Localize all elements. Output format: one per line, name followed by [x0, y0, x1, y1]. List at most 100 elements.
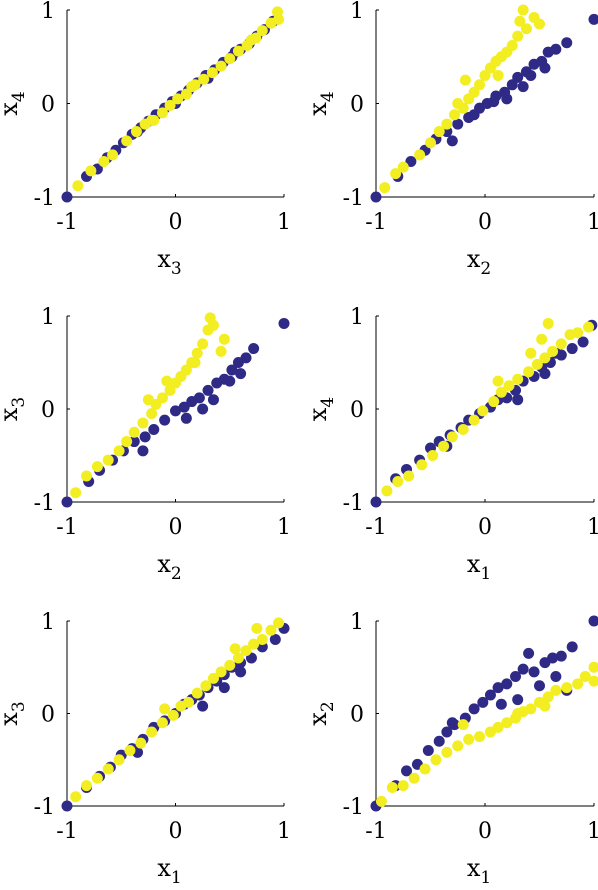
- data-point: [534, 680, 545, 692]
- data-point: [520, 23, 532, 35]
- data-point: [218, 333, 230, 345]
- data-point: [397, 780, 409, 792]
- data-point: [172, 93, 184, 105]
- data-point: [379, 182, 391, 194]
- data-point: [441, 726, 453, 738]
- data-point: [386, 782, 398, 793]
- data-point: [441, 746, 453, 758]
- data-point: [159, 414, 171, 426]
- data-point: [207, 672, 219, 684]
- data-point: [148, 423, 160, 435]
- data-point: [156, 107, 168, 119]
- data-point: [271, 6, 283, 18]
- x-tick-label: 1: [587, 515, 598, 540]
- data-point: [139, 431, 151, 443]
- scatter-panel-3: -1 0 1 -1 0 1 x2 x3: [0, 305, 291, 584]
- data-point: [128, 426, 140, 438]
- y-tick-label: 0: [350, 93, 364, 118]
- y-tick-label: 1: [350, 305, 364, 330]
- data-point: [235, 368, 247, 380]
- data-point: [128, 436, 140, 448]
- series-1: [370, 13, 598, 203]
- data-point: [474, 731, 486, 743]
- x-tick-label: -1: [56, 515, 77, 540]
- y-tick-label: -1: [34, 186, 55, 211]
- data-point: [278, 317, 290, 329]
- data-point: [375, 795, 387, 807]
- data-point: [81, 780, 93, 792]
- data-point: [146, 726, 158, 738]
- data-point: [232, 652, 244, 664]
- x-tick-label: 1: [277, 819, 291, 844]
- data-point: [561, 682, 573, 694]
- data-point: [572, 327, 584, 339]
- data-point: [207, 319, 219, 331]
- data-point: [547, 652, 559, 664]
- data-point: [191, 687, 203, 699]
- data-point: [240, 645, 252, 657]
- data-point: [232, 45, 244, 57]
- series-2: [381, 317, 595, 497]
- data-point: [566, 343, 578, 355]
- data-point: [401, 765, 413, 777]
- x-tick-label: -1: [365, 515, 386, 540]
- data-point: [501, 717, 513, 729]
- data-point: [452, 740, 464, 752]
- x-tick-label: 0: [169, 210, 183, 235]
- data-point: [102, 454, 114, 466]
- data-point: [273, 617, 285, 629]
- data-point: [422, 745, 434, 756]
- data-point: [121, 436, 133, 448]
- data-point: [124, 745, 136, 756]
- data-point: [183, 696, 195, 708]
- data-point: [269, 634, 281, 645]
- data-point: [542, 691, 554, 703]
- data-point: [81, 470, 93, 482]
- y-tick-label: 0: [41, 703, 55, 728]
- data-point: [534, 18, 545, 30]
- data-point: [215, 666, 227, 678]
- data-point: [390, 168, 402, 180]
- data-point: [159, 703, 171, 715]
- data-point: [446, 135, 458, 147]
- data-point: [550, 43, 562, 55]
- data-point: [583, 321, 595, 333]
- data-point: [167, 709, 179, 721]
- data-point: [72, 180, 84, 192]
- y-axis-label: x3: [0, 701, 29, 725]
- data-point: [525, 703, 537, 715]
- data-point: [198, 73, 210, 85]
- data-point: [492, 682, 504, 694]
- data-point: [438, 440, 450, 452]
- data-point: [457, 423, 469, 435]
- data-point: [161, 375, 173, 387]
- data-point: [164, 99, 176, 111]
- data-point: [61, 800, 73, 812]
- data-point: [403, 470, 415, 482]
- data-point: [492, 721, 504, 733]
- data-point: [523, 647, 535, 659]
- x-tick-label: -1: [365, 210, 386, 235]
- data-point: [468, 414, 480, 426]
- data-point: [107, 149, 119, 161]
- data-point: [495, 386, 507, 398]
- data-point: [193, 392, 205, 404]
- data-point: [265, 624, 277, 636]
- data-point: [506, 40, 518, 52]
- x-axis-label: x3: [157, 245, 181, 279]
- data-point: [186, 81, 198, 93]
- data-point: [588, 661, 598, 673]
- data-point: [425, 137, 436, 149]
- data-point: [457, 719, 469, 731]
- data-point: [525, 69, 537, 81]
- scatter-panel-5: -1 0 1 -1 0 1 x1 x3: [0, 610, 291, 888]
- data-point: [419, 763, 431, 775]
- data-point: [240, 352, 252, 364]
- data-point: [539, 700, 551, 712]
- data-point: [381, 485, 393, 497]
- data-point: [61, 496, 73, 508]
- data-point: [130, 126, 142, 138]
- data-point: [197, 403, 209, 415]
- data-point: [229, 643, 241, 655]
- data-point: [579, 671, 591, 682]
